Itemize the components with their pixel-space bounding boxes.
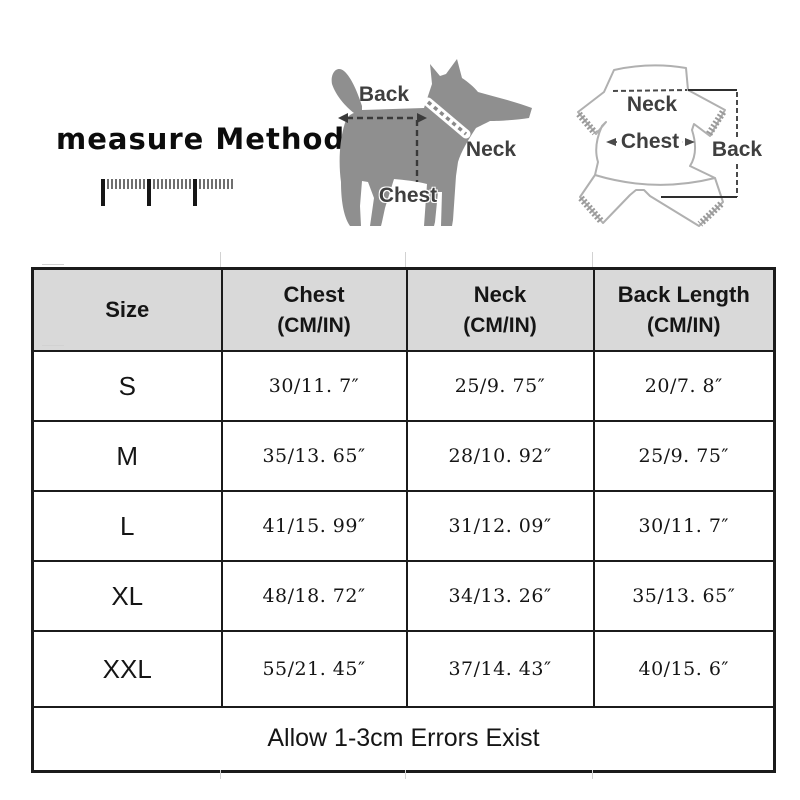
ruler-tick [193, 179, 197, 206]
back-arrow-left [338, 113, 348, 123]
right-sleeve-cuff [706, 110, 726, 136]
table-row: XL 48/18. 72″ 34/13. 26″ 35/13. 65″ [31, 560, 776, 632]
ruler-tick [211, 179, 213, 189]
dog-body-shape [331, 59, 532, 226]
back-length-cell: 20/7. 8″ [592, 350, 776, 422]
right-leg-cuff [697, 201, 724, 227]
page-title: measure Method [56, 122, 346, 156]
footnote-row: Allow 1-3cm Errors Exist [31, 706, 776, 772]
garment-neck-label: Neck [626, 93, 678, 116]
header-neck: Neck (CM/IN) [405, 267, 595, 352]
ruler-tick [199, 179, 201, 189]
back-length-cell: 40/15. 6″ [592, 630, 776, 708]
neck-cell: 34/13. 26″ [405, 560, 595, 632]
header-chest: Chest (CM/IN) [220, 267, 408, 352]
ruler-tick [147, 179, 151, 206]
chest-cell: 35/13. 65″ [220, 420, 408, 492]
ruler-tick [181, 179, 183, 189]
ruler-tick [223, 179, 225, 189]
ruler-tick [207, 179, 209, 189]
ruler-tick [165, 179, 167, 189]
size-table: Size Chest (CM/IN) Neck (CM/IN) Back Lengt… [31, 267, 776, 773]
ruler-tick [231, 179, 233, 189]
ruler-tick [135, 179, 137, 189]
ruler-tick [139, 179, 141, 189]
size-cell: XL [31, 560, 223, 632]
table-row: XXL 55/21. 45″ 37/14. 43″ 40/15. 6″ [31, 630, 776, 708]
left-leg-cuff [578, 195, 604, 224]
ruler-tick [189, 179, 191, 189]
ruler-tick [143, 179, 145, 189]
ruler-tick [203, 179, 205, 189]
collar-dash-line [426, 100, 468, 136]
dog-silhouette-icon [331, 59, 532, 226]
gridline-artifact [405, 252, 406, 267]
size-cell: XXL [31, 630, 223, 708]
header-size: Size [31, 267, 223, 352]
dog-neck-label: Neck [465, 138, 517, 161]
garment-chest-label: Chest [616, 130, 684, 154]
back-length-cell: 35/13. 65″ [592, 560, 776, 632]
ruler-tick [215, 179, 217, 189]
ruler-tick [161, 179, 163, 189]
ruler-tick [173, 179, 175, 189]
ruler-tick [157, 179, 159, 189]
ruler-tick [219, 179, 221, 189]
gridline-artifact [220, 770, 221, 779]
table-row: L 41/15. 99″ 31/12. 09″ 30/11. 7″ [31, 490, 776, 562]
dog-chest-label: Chest [378, 184, 438, 207]
header-back-length: Back Length (CM/IN) [592, 267, 776, 352]
garment-shape [577, 64, 726, 227]
back-arrow-right [417, 113, 427, 123]
ruler-tick [227, 179, 229, 189]
header-row: Size Chest (CM/IN) Neck (CM/IN) Back Lengt… [31, 267, 776, 352]
ruler-tick [131, 179, 133, 189]
chest-cell: 55/21. 45″ [220, 630, 408, 708]
dog-back-label: Back [358, 83, 410, 106]
ruler-tick [169, 179, 171, 189]
gridline-artifact [405, 770, 406, 779]
ruler-tick [115, 179, 117, 189]
chest-arrow-left [606, 138, 616, 146]
garment-neck-line [612, 89, 688, 92]
chest-cell: 30/11. 7″ [220, 350, 408, 422]
chest-cell: 48/18. 72″ [220, 560, 408, 632]
ruler-tick [119, 179, 121, 189]
gridline-artifact [42, 264, 64, 265]
garment-back-label: Back [707, 138, 767, 162]
tolerance-note: Allow 1-3cm Errors Exist [31, 706, 776, 772]
ruler-tick [107, 179, 109, 189]
ruler-tick [177, 179, 179, 189]
ruler-tick [127, 179, 129, 189]
neck-cell: 28/10. 92″ [405, 420, 595, 492]
chest-arrow-right [685, 138, 695, 146]
gridline-artifact [220, 252, 221, 267]
ruler-tick [153, 179, 155, 189]
gridline-artifact [42, 345, 64, 346]
gridline-artifact [592, 770, 593, 779]
ruler-tick [123, 179, 125, 189]
neck-cell: 37/14. 43″ [405, 630, 595, 708]
size-cell: S [31, 350, 223, 422]
neck-cell: 31/12. 09″ [405, 490, 595, 562]
back-length-cell: 30/11. 7″ [592, 490, 776, 562]
neck-cell: 25/9. 75″ [405, 350, 595, 422]
garment-hem-curve [594, 174, 716, 186]
gridline-artifact [592, 252, 593, 267]
ruler-icon [101, 179, 235, 206]
ruler-tick [101, 179, 105, 206]
table-row: M 35/13. 65″ 28/10. 92″ 25/9. 75″ [31, 420, 776, 492]
chest-cell: 41/15. 99″ [220, 490, 408, 562]
ruler-tick [185, 179, 187, 189]
size-cell: M [31, 420, 223, 492]
left-sleeve-cuff [576, 111, 598, 136]
table-row: S 30/11. 7″ 25/9. 75″ 20/7. 8″ [31, 350, 776, 422]
size-cell: L [31, 490, 223, 562]
back-length-cell: 25/9. 75″ [592, 420, 776, 492]
ruler-tick [111, 179, 113, 189]
